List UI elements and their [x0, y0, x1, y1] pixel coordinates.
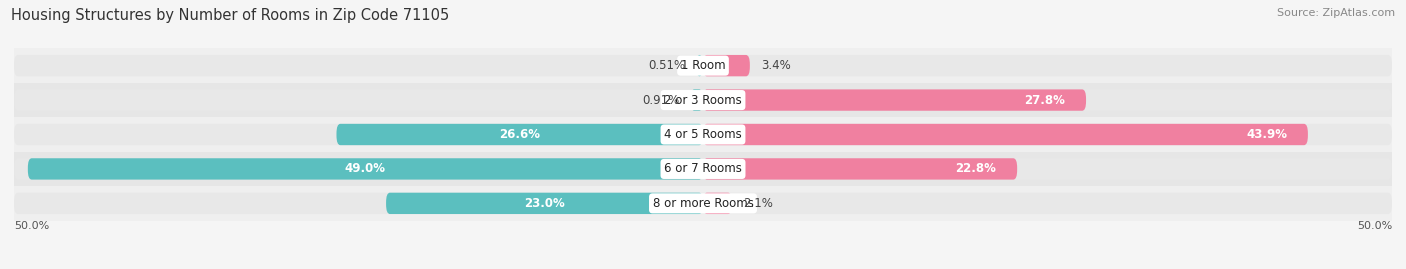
Text: 8 or more Rooms: 8 or more Rooms [652, 197, 754, 210]
Text: 27.8%: 27.8% [1025, 94, 1066, 107]
Text: 4 or 5 Rooms: 4 or 5 Rooms [664, 128, 742, 141]
Text: 50.0%: 50.0% [14, 221, 49, 231]
FancyBboxPatch shape [703, 158, 1017, 180]
FancyBboxPatch shape [387, 193, 703, 214]
Bar [14, 48, 1392, 83]
Text: 1 Room: 1 Room [681, 59, 725, 72]
FancyBboxPatch shape [336, 124, 703, 145]
FancyBboxPatch shape [14, 55, 1392, 76]
FancyBboxPatch shape [703, 89, 1085, 111]
Bar [14, 117, 1392, 152]
Text: 6 or 7 Rooms: 6 or 7 Rooms [664, 162, 742, 175]
Text: 2.1%: 2.1% [742, 197, 773, 210]
Text: Housing Structures by Number of Rooms in Zip Code 71105: Housing Structures by Number of Rooms in… [11, 8, 450, 23]
FancyBboxPatch shape [14, 89, 1392, 111]
Text: 43.9%: 43.9% [1246, 128, 1288, 141]
Bar [14, 186, 1392, 221]
Text: 22.8%: 22.8% [956, 162, 997, 175]
Text: 0.91%: 0.91% [643, 94, 679, 107]
FancyBboxPatch shape [690, 89, 703, 111]
Bar [14, 152, 1392, 186]
Text: 49.0%: 49.0% [344, 162, 385, 175]
Text: 26.6%: 26.6% [499, 128, 540, 141]
FancyBboxPatch shape [14, 158, 1392, 180]
Text: Source: ZipAtlas.com: Source: ZipAtlas.com [1277, 8, 1395, 18]
FancyBboxPatch shape [703, 124, 1308, 145]
FancyBboxPatch shape [703, 193, 733, 214]
FancyBboxPatch shape [28, 158, 703, 180]
Text: 2 or 3 Rooms: 2 or 3 Rooms [664, 94, 742, 107]
FancyBboxPatch shape [703, 55, 749, 76]
Text: 0.51%: 0.51% [648, 59, 685, 72]
Text: 3.4%: 3.4% [761, 59, 790, 72]
Text: 23.0%: 23.0% [524, 197, 565, 210]
FancyBboxPatch shape [14, 124, 1392, 145]
Bar [14, 83, 1392, 117]
FancyBboxPatch shape [696, 55, 703, 76]
Text: 50.0%: 50.0% [1357, 221, 1392, 231]
FancyBboxPatch shape [14, 193, 1392, 214]
